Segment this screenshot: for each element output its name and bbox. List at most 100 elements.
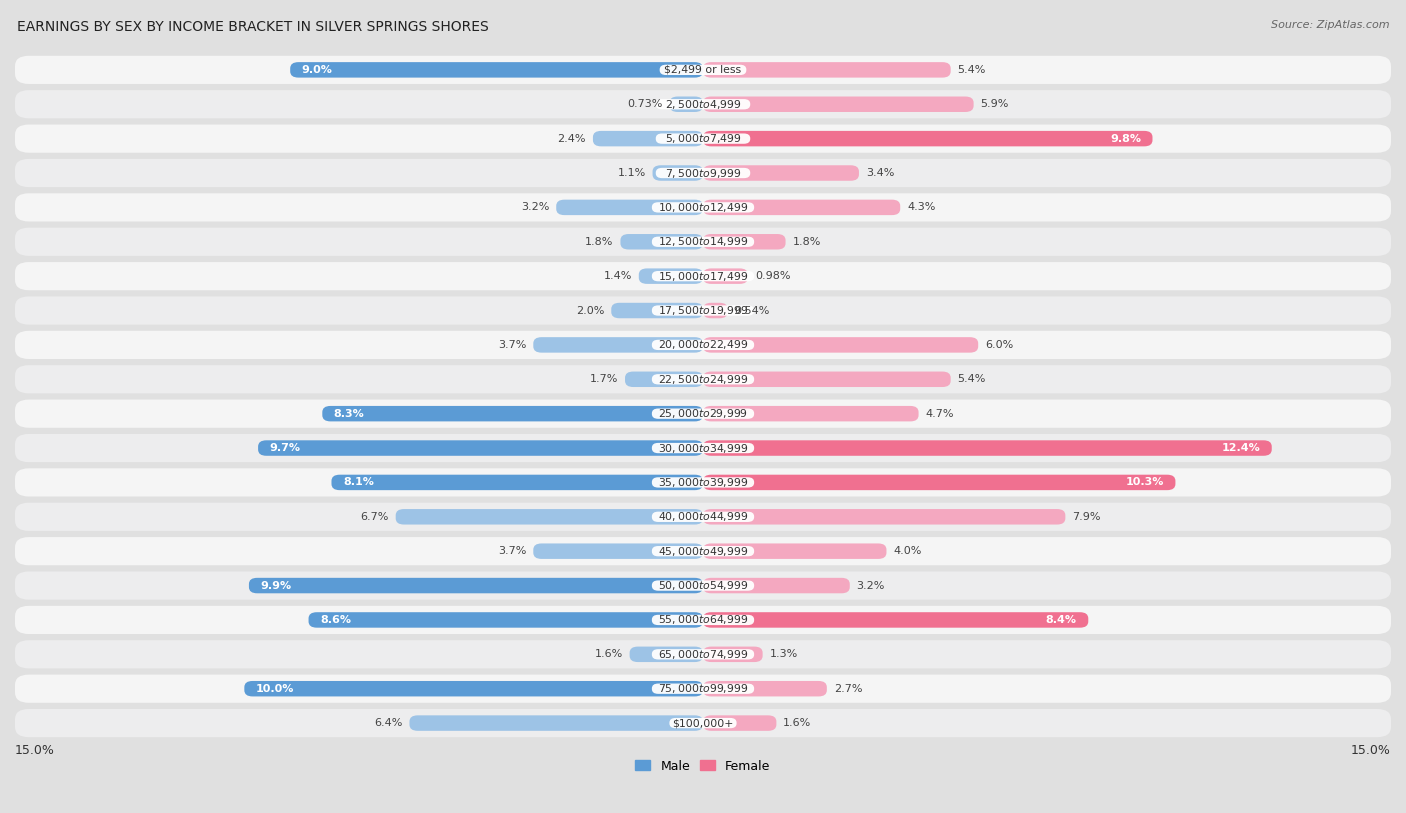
FancyBboxPatch shape	[15, 537, 1391, 565]
FancyBboxPatch shape	[15, 502, 1391, 531]
FancyBboxPatch shape	[15, 228, 1391, 256]
FancyBboxPatch shape	[703, 62, 950, 77]
Text: 3.7%: 3.7%	[498, 340, 526, 350]
FancyBboxPatch shape	[703, 578, 849, 593]
FancyBboxPatch shape	[322, 406, 703, 421]
FancyBboxPatch shape	[15, 262, 1391, 290]
Text: $20,000 to $22,499: $20,000 to $22,499	[658, 338, 748, 351]
FancyBboxPatch shape	[620, 234, 703, 250]
Text: 6.7%: 6.7%	[360, 512, 389, 522]
FancyBboxPatch shape	[593, 131, 703, 146]
Text: $17,500 to $19,999: $17,500 to $19,999	[658, 304, 748, 317]
FancyBboxPatch shape	[659, 65, 747, 75]
Text: $30,000 to $34,999: $30,000 to $34,999	[658, 441, 748, 454]
FancyBboxPatch shape	[652, 477, 754, 488]
Text: 6.4%: 6.4%	[374, 718, 402, 728]
Text: 10.0%: 10.0%	[256, 684, 294, 693]
FancyBboxPatch shape	[652, 511, 754, 522]
Text: 15.0%: 15.0%	[1351, 745, 1391, 758]
FancyBboxPatch shape	[612, 302, 703, 318]
FancyBboxPatch shape	[652, 684, 754, 693]
Text: $100,000+: $100,000+	[672, 718, 734, 728]
Text: 3.7%: 3.7%	[498, 546, 526, 556]
FancyBboxPatch shape	[15, 434, 1391, 462]
FancyBboxPatch shape	[652, 237, 754, 247]
Text: 3.2%: 3.2%	[522, 202, 550, 212]
Text: 0.73%: 0.73%	[627, 99, 662, 109]
Text: 1.6%: 1.6%	[783, 718, 811, 728]
FancyBboxPatch shape	[703, 406, 918, 421]
Text: 5.9%: 5.9%	[980, 99, 1010, 109]
Text: $5,000 to $7,499: $5,000 to $7,499	[665, 133, 741, 146]
FancyBboxPatch shape	[409, 715, 703, 731]
FancyBboxPatch shape	[15, 709, 1391, 737]
Text: $55,000 to $64,999: $55,000 to $64,999	[658, 614, 748, 627]
FancyBboxPatch shape	[652, 546, 754, 556]
Text: $50,000 to $54,999: $50,000 to $54,999	[658, 579, 748, 592]
Text: Source: ZipAtlas.com: Source: ZipAtlas.com	[1271, 20, 1389, 30]
FancyBboxPatch shape	[703, 372, 950, 387]
FancyBboxPatch shape	[395, 509, 703, 524]
FancyBboxPatch shape	[652, 340, 754, 350]
FancyBboxPatch shape	[15, 365, 1391, 393]
Text: 5.4%: 5.4%	[957, 65, 986, 75]
Text: 7.9%: 7.9%	[1073, 512, 1101, 522]
Text: 12.4%: 12.4%	[1222, 443, 1260, 453]
FancyBboxPatch shape	[652, 615, 754, 625]
FancyBboxPatch shape	[15, 640, 1391, 668]
FancyBboxPatch shape	[652, 202, 754, 212]
FancyBboxPatch shape	[652, 408, 754, 419]
FancyBboxPatch shape	[626, 372, 703, 387]
Text: 10.3%: 10.3%	[1126, 477, 1164, 488]
Text: 1.8%: 1.8%	[793, 237, 821, 247]
Text: $65,000 to $74,999: $65,000 to $74,999	[658, 648, 748, 661]
Text: 1.8%: 1.8%	[585, 237, 613, 247]
FancyBboxPatch shape	[557, 200, 703, 215]
FancyBboxPatch shape	[703, 646, 762, 662]
Text: 5.4%: 5.4%	[957, 374, 986, 385]
Text: 1.7%: 1.7%	[589, 374, 619, 385]
FancyBboxPatch shape	[15, 56, 1391, 84]
FancyBboxPatch shape	[703, 337, 979, 353]
Text: EARNINGS BY SEX BY INCOME BRACKET IN SILVER SPRINGS SHORES: EARNINGS BY SEX BY INCOME BRACKET IN SIL…	[17, 20, 489, 34]
FancyBboxPatch shape	[15, 297, 1391, 324]
FancyBboxPatch shape	[15, 331, 1391, 359]
FancyBboxPatch shape	[703, 165, 859, 180]
Text: 1.6%: 1.6%	[595, 650, 623, 659]
FancyBboxPatch shape	[245, 681, 703, 697]
Text: 9.0%: 9.0%	[302, 65, 333, 75]
Text: $40,000 to $44,999: $40,000 to $44,999	[658, 511, 748, 524]
Text: 1.1%: 1.1%	[617, 168, 645, 178]
FancyBboxPatch shape	[15, 124, 1391, 153]
FancyBboxPatch shape	[655, 99, 751, 110]
Text: 3.4%: 3.4%	[866, 168, 894, 178]
Text: 9.9%: 9.9%	[260, 580, 291, 590]
Text: 4.3%: 4.3%	[907, 202, 935, 212]
FancyBboxPatch shape	[703, 681, 827, 697]
Text: 2.0%: 2.0%	[576, 306, 605, 315]
Text: $15,000 to $17,499: $15,000 to $17,499	[658, 270, 748, 283]
FancyBboxPatch shape	[15, 193, 1391, 221]
FancyBboxPatch shape	[15, 675, 1391, 702]
Text: $10,000 to $12,499: $10,000 to $12,499	[658, 201, 748, 214]
Text: 4.0%: 4.0%	[893, 546, 922, 556]
Text: 0.98%: 0.98%	[755, 272, 790, 281]
Legend: Male, Female: Male, Female	[630, 754, 776, 777]
Text: 8.1%: 8.1%	[343, 477, 374, 488]
Text: 2.7%: 2.7%	[834, 684, 862, 693]
FancyBboxPatch shape	[703, 302, 728, 318]
FancyBboxPatch shape	[652, 165, 703, 180]
Text: 3.2%: 3.2%	[856, 580, 884, 590]
FancyBboxPatch shape	[652, 306, 754, 315]
Text: 9.7%: 9.7%	[270, 443, 301, 453]
FancyBboxPatch shape	[703, 715, 776, 731]
Text: 9.8%: 9.8%	[1109, 133, 1142, 144]
FancyBboxPatch shape	[669, 97, 703, 112]
FancyBboxPatch shape	[15, 606, 1391, 634]
FancyBboxPatch shape	[290, 62, 703, 77]
FancyBboxPatch shape	[249, 578, 703, 593]
FancyBboxPatch shape	[15, 90, 1391, 119]
FancyBboxPatch shape	[703, 131, 1153, 146]
Text: $22,500 to $24,999: $22,500 to $24,999	[658, 373, 748, 386]
FancyBboxPatch shape	[533, 543, 703, 559]
